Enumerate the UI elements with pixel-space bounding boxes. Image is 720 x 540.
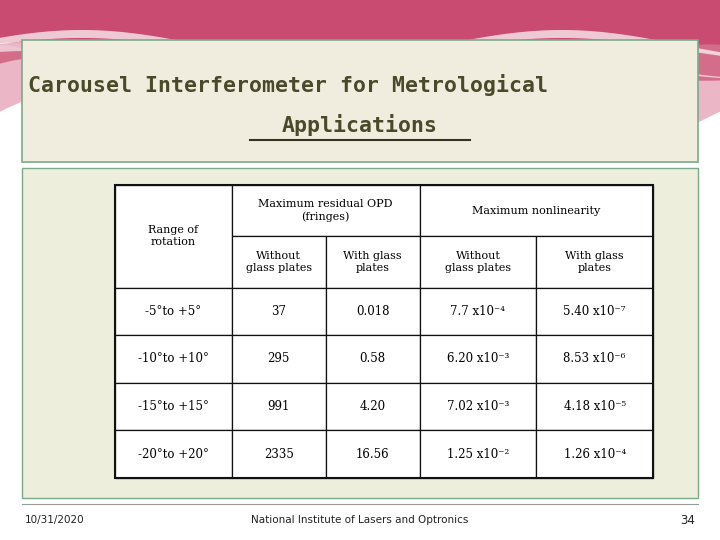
Text: National Institute of Lasers and Optronics: National Institute of Lasers and Optroni… xyxy=(251,515,469,525)
Text: With glass
plates: With glass plates xyxy=(343,251,402,273)
Bar xyxy=(115,335,232,383)
Text: Without
glass plates: Without glass plates xyxy=(445,251,511,273)
Text: 7.02 x10⁻³: 7.02 x10⁻³ xyxy=(446,400,509,413)
Bar xyxy=(325,335,420,383)
Bar xyxy=(536,383,653,430)
Text: -15°to +15°: -15°to +15° xyxy=(138,400,209,413)
Bar xyxy=(536,430,653,478)
Polygon shape xyxy=(0,0,720,154)
Text: 7.7 x10⁻⁴: 7.7 x10⁻⁴ xyxy=(451,305,505,318)
Bar xyxy=(115,185,232,287)
Text: With glass
plates: With glass plates xyxy=(565,251,624,273)
Text: -5°to +5°: -5°to +5° xyxy=(145,305,202,318)
Text: Maximum residual OPD
(fringes): Maximum residual OPD (fringes) xyxy=(258,199,393,222)
Bar xyxy=(22,40,698,162)
Text: 8.53 x10⁻⁶: 8.53 x10⁻⁶ xyxy=(564,353,626,366)
Text: 0.58: 0.58 xyxy=(359,353,386,366)
Text: 0.018: 0.018 xyxy=(356,305,390,318)
Bar xyxy=(420,383,536,430)
Text: Applications: Applications xyxy=(282,114,438,136)
Bar xyxy=(115,430,232,478)
Text: Carousel Interferometer for Metrological: Carousel Interferometer for Metrological xyxy=(28,74,548,96)
Bar xyxy=(325,287,420,335)
Bar xyxy=(22,168,698,498)
Polygon shape xyxy=(0,42,720,79)
Text: 1.25 x10⁻²: 1.25 x10⁻² xyxy=(447,448,509,461)
Bar xyxy=(232,237,325,287)
Text: Range of
rotation: Range of rotation xyxy=(148,225,199,247)
Bar xyxy=(115,287,232,335)
Bar xyxy=(232,430,325,478)
Text: 1.26 x10⁻⁴: 1.26 x10⁻⁴ xyxy=(564,448,626,461)
Text: -10°to +10°: -10°to +10° xyxy=(138,353,209,366)
Bar xyxy=(536,237,653,287)
Text: 4.20: 4.20 xyxy=(359,400,386,413)
Text: 10/31/2020: 10/31/2020 xyxy=(25,515,85,525)
Text: -20°to +20°: -20°to +20° xyxy=(138,448,209,461)
Bar xyxy=(115,383,232,430)
Bar xyxy=(115,185,653,478)
Bar xyxy=(420,430,536,478)
Polygon shape xyxy=(0,0,720,125)
Bar xyxy=(536,287,653,335)
Bar xyxy=(536,335,653,383)
Text: 5.40 x10⁻⁷: 5.40 x10⁻⁷ xyxy=(563,305,626,318)
Bar xyxy=(420,185,653,237)
Bar xyxy=(420,237,536,287)
Text: 37: 37 xyxy=(271,305,286,318)
Bar xyxy=(232,383,325,430)
Text: 991: 991 xyxy=(268,400,290,413)
Text: Maximum nonlinearity: Maximum nonlinearity xyxy=(472,206,600,215)
Text: 2335: 2335 xyxy=(264,448,294,461)
Polygon shape xyxy=(0,30,720,62)
Text: 16.56: 16.56 xyxy=(356,448,390,461)
Bar xyxy=(232,335,325,383)
Bar xyxy=(232,185,420,237)
Text: Without
glass plates: Without glass plates xyxy=(246,251,312,273)
Text: 295: 295 xyxy=(268,353,290,366)
Bar xyxy=(420,335,536,383)
Bar xyxy=(325,430,420,478)
Text: 34: 34 xyxy=(680,514,695,526)
Bar xyxy=(325,237,420,287)
Bar xyxy=(420,287,536,335)
Polygon shape xyxy=(0,0,720,100)
Bar xyxy=(232,287,325,335)
Text: 6.20 x10⁻³: 6.20 x10⁻³ xyxy=(446,353,509,366)
Text: 4.18 x10⁻⁵: 4.18 x10⁻⁵ xyxy=(564,400,626,413)
Bar xyxy=(325,383,420,430)
